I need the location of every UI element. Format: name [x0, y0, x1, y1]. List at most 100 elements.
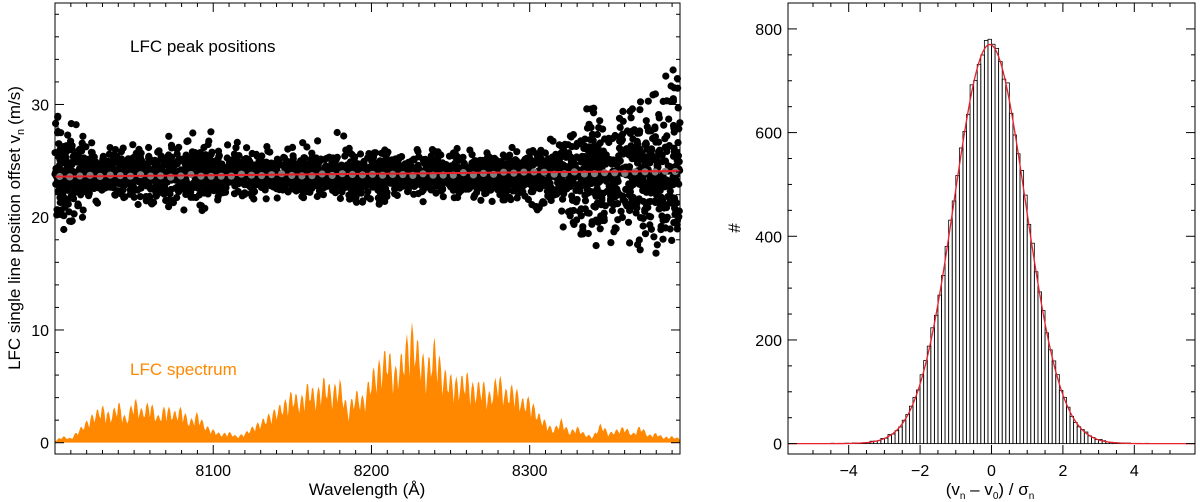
peak-offset-point — [612, 225, 620, 233]
peak-offset-point — [655, 205, 663, 213]
peak-offset-point — [409, 163, 417, 171]
binned-mean-point — [358, 171, 367, 179]
peak-offset-point — [60, 193, 68, 201]
peak-offset-point — [581, 135, 589, 143]
peak-offset-point — [120, 194, 128, 202]
peak-offset-point — [130, 153, 138, 162]
peak-offset-point — [111, 151, 119, 159]
binned-mean-point — [298, 172, 306, 180]
peak-offset-point — [263, 165, 271, 173]
peak-offset-point — [78, 139, 86, 147]
peak-offset-point — [333, 128, 341, 137]
histogram-bar — [1066, 406, 1071, 445]
peak-offset-point — [435, 176, 443, 184]
peak-offset-point — [626, 206, 634, 215]
peak-offset-point — [230, 150, 238, 158]
peak-offset-point — [465, 184, 473, 192]
x-tick-label: 4 — [1130, 463, 1139, 480]
peak-offset-point — [371, 149, 380, 157]
peak-offset-point — [536, 184, 544, 193]
peak-offset-point — [143, 164, 151, 172]
peak-offset-point — [667, 193, 675, 201]
peak-offset-point — [488, 197, 496, 205]
peak-offset-point — [394, 178, 402, 186]
peak-offset-point — [651, 123, 659, 131]
peak-offset-point — [659, 97, 667, 105]
peak-offset-point — [105, 164, 113, 172]
peak-offset-point — [214, 186, 222, 194]
peak-offset-point — [354, 160, 362, 168]
peak-offset-point — [587, 105, 595, 113]
binned-mean-point — [328, 171, 336, 180]
left-y-axis-title: LFC single line position offset vn (m/s) — [5, 86, 27, 370]
peak-offset-point — [602, 151, 610, 159]
peak-offset-point — [396, 184, 404, 192]
peak-offset-point — [87, 156, 95, 164]
peak-offset-point — [257, 180, 265, 188]
peak-offset-point — [596, 225, 604, 233]
peak-offset-point — [642, 140, 650, 148]
peak-offset-point — [64, 131, 72, 139]
histogram-bar — [926, 345, 932, 445]
peak-offset-point — [596, 117, 604, 125]
peak-offset-point — [642, 180, 650, 189]
x-tick-label: −2 — [911, 463, 929, 480]
peak-offset-point — [319, 191, 327, 199]
peak-offset-point — [269, 183, 277, 191]
peak-offset-point — [632, 155, 640, 163]
peak-offset-point — [205, 137, 213, 145]
histogram-bar — [955, 175, 960, 445]
peak-offset-point — [669, 66, 677, 74]
peak-offset-point — [351, 181, 360, 189]
histogram-bar — [933, 314, 939, 445]
histogram-bar — [1012, 134, 1017, 445]
peak-offset-point — [648, 180, 656, 188]
peak-offset-point — [136, 193, 144, 201]
peak-offset-point — [200, 143, 208, 152]
peak-offset-point — [178, 185, 186, 193]
peak-offset-point — [549, 187, 557, 195]
peak-offset-point — [439, 185, 447, 193]
peak-offset-point — [565, 149, 573, 157]
peak-offset-point — [197, 202, 205, 210]
y-tick-label: 200 — [755, 333, 782, 350]
peak-offset-point — [308, 163, 316, 172]
y-tick-label: 800 — [755, 22, 782, 39]
histogram-bar — [991, 43, 996, 445]
histogram-bar — [1030, 242, 1035, 445]
peak-offset-point — [375, 182, 383, 190]
peak-offset-point — [77, 191, 85, 199]
peak-offset-point — [434, 148, 442, 156]
peak-offset-point — [152, 157, 160, 166]
histogram-bar — [1016, 153, 1021, 445]
peak-offset-point — [581, 197, 590, 205]
peak-offset-point — [381, 197, 389, 205]
peak-offset-point — [315, 157, 323, 166]
histogram-bar — [1019, 170, 1025, 445]
peak-offset-point — [165, 196, 173, 204]
peak-offset-point — [531, 203, 540, 211]
peak-offset-point — [212, 168, 220, 176]
peak-offset-point — [580, 153, 589, 161]
peak-offset-point — [52, 119, 60, 127]
peak-offset-point — [388, 162, 396, 170]
peak-offset-point — [674, 139, 682, 147]
right-x-title-a: (v — [946, 480, 961, 499]
peak-offset-point — [67, 120, 75, 128]
peak-offset-point — [624, 218, 633, 226]
histogram-bar — [937, 294, 942, 445]
peak-offset-point — [617, 207, 625, 215]
peak-offset-point — [174, 156, 182, 164]
x-tick-label: 2 — [1058, 463, 1067, 480]
peak-offset-point — [57, 158, 65, 167]
peak-offset-point — [619, 117, 627, 125]
peak-offset-point — [61, 203, 69, 211]
peak-offset-point — [657, 226, 665, 234]
peak-offset-point — [348, 151, 356, 159]
gaussian-fit-curve — [788, 43, 1195, 445]
peak-offset-point — [529, 188, 537, 196]
peak-offset-point — [114, 179, 122, 187]
peak-offset-point — [581, 158, 589, 166]
peak-offset-point — [341, 152, 349, 160]
